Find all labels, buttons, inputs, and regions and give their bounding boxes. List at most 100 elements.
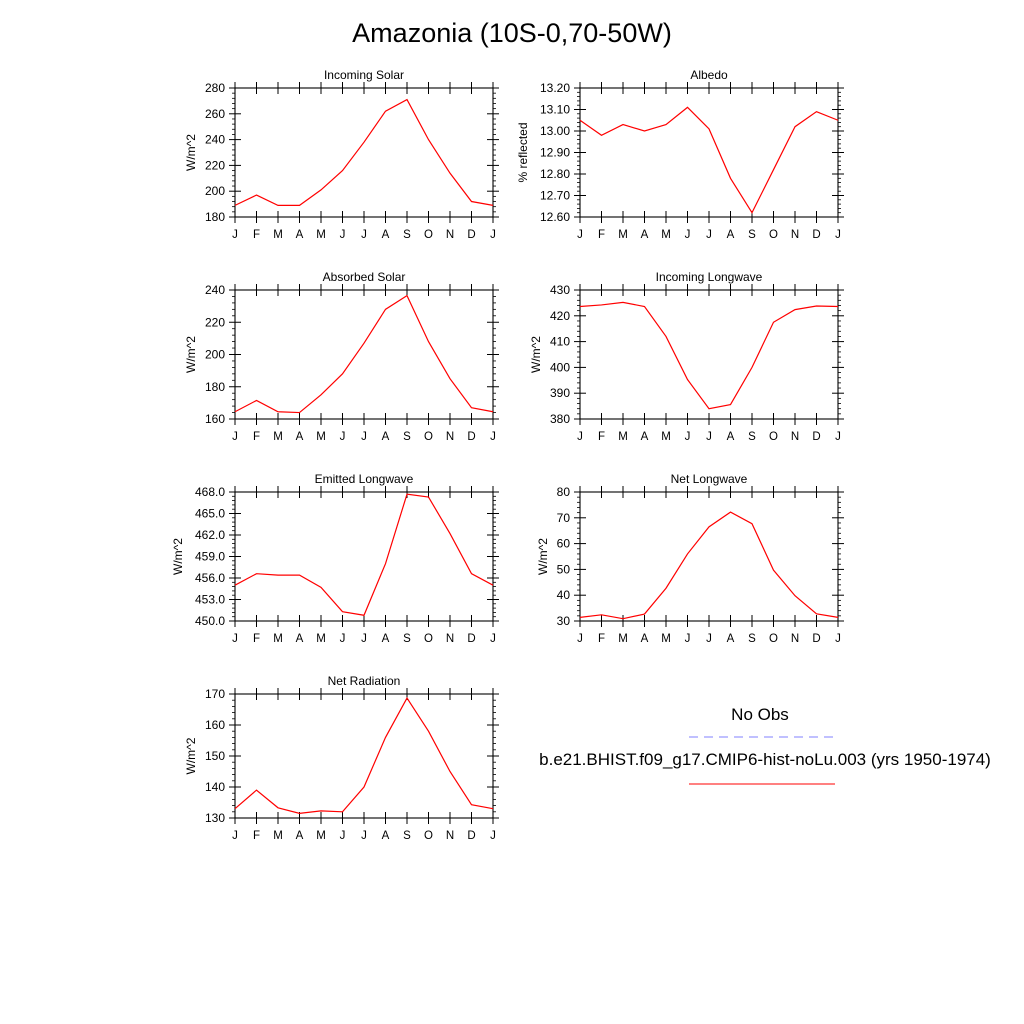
- x-tick-label: M: [661, 431, 671, 443]
- x-tick-label: M: [273, 830, 283, 842]
- x-tick-label: J: [490, 830, 496, 842]
- x-tick-label: J: [340, 431, 346, 443]
- plot-frame: [234, 289, 494, 420]
- x-tick-label: J: [706, 633, 712, 645]
- x-tick-label: F: [598, 229, 605, 241]
- x-tick-label: N: [446, 830, 454, 842]
- series-line: [234, 696, 494, 814]
- x-tick-label: J: [361, 431, 367, 443]
- x-tick-label: M: [316, 633, 326, 645]
- x-tick-label: J: [490, 229, 496, 241]
- x-tick-label: A: [727, 633, 735, 645]
- x-tick-label: F: [598, 633, 605, 645]
- x-tick-label: J: [706, 229, 712, 241]
- x-tick-label: S: [403, 229, 411, 241]
- y-tick-label: 430: [550, 283, 570, 297]
- x-tick-label: S: [403, 830, 411, 842]
- x-tick-label: A: [641, 229, 649, 241]
- x-tick-label: A: [382, 431, 390, 443]
- x-tick-label: M: [618, 431, 628, 443]
- plot-frame: [234, 491, 494, 622]
- chart-title: Net Longwave: [671, 472, 748, 486]
- legend-model-label: b.e21.BHIST.f09_g17.CMIP6-hist-noLu.003 …: [539, 750, 991, 769]
- y-tick-label: 456.0: [195, 571, 225, 585]
- y-tick-label: 30: [557, 614, 571, 628]
- y-tick-label: 220: [205, 158, 225, 172]
- x-tick-label: M: [273, 633, 283, 645]
- y-tick-label: 80: [557, 485, 571, 499]
- x-tick-label: J: [340, 633, 346, 645]
- y-axis-label: W/m^2: [171, 538, 185, 575]
- x-tick-label: M: [618, 229, 628, 241]
- y-tick-label: 462.0: [195, 528, 225, 542]
- x-tick-label: J: [577, 633, 583, 645]
- x-tick-label: J: [340, 830, 346, 842]
- x-tick-label: M: [273, 431, 283, 443]
- y-tick-label: 200: [205, 348, 225, 362]
- x-tick-label: F: [253, 633, 260, 645]
- x-tick-label: N: [446, 229, 454, 241]
- x-tick-label: J: [685, 431, 691, 443]
- x-tick-label: D: [812, 431, 820, 443]
- x-tick-label: S: [748, 229, 756, 241]
- x-tick-label: D: [812, 229, 820, 241]
- x-tick-label: S: [403, 431, 411, 443]
- x-tick-label: F: [253, 830, 260, 842]
- x-tick-label: M: [316, 229, 326, 241]
- x-tick-label: O: [769, 633, 778, 645]
- chart-emitted-longwave: J F M A M J J A S O N D J450.0453.0456.0459.0462.046…: [171, 472, 499, 645]
- chart-title: Albedo: [690, 68, 728, 82]
- y-tick-label: 12.60: [540, 210, 570, 224]
- x-tick-label: A: [382, 229, 390, 241]
- y-tick-label: 140: [205, 780, 225, 794]
- x-tick-label: A: [382, 830, 390, 842]
- y-tick-label: 13.10: [540, 103, 570, 117]
- x-tick-label: J: [835, 633, 841, 645]
- x-tick-label: O: [769, 431, 778, 443]
- chart-title: Net Radiation: [328, 674, 401, 688]
- x-tick-label: A: [727, 229, 735, 241]
- x-tick-label: O: [424, 830, 433, 842]
- x-tick-label: A: [727, 431, 735, 443]
- y-tick-label: 200: [205, 184, 225, 198]
- y-tick-label: 468.0: [195, 485, 225, 499]
- y-axis-label: W/m^2: [184, 336, 198, 373]
- y-tick-label: 220: [205, 315, 225, 329]
- plot-frame: [234, 693, 494, 819]
- x-tick-label: J: [577, 229, 583, 241]
- y-tick-label: 13.20: [540, 81, 570, 95]
- x-tick-label: S: [748, 633, 756, 645]
- x-tick-label: J: [490, 633, 496, 645]
- y-tick-label: 170: [205, 687, 225, 701]
- x-tick-label: A: [296, 830, 304, 842]
- chart-incoming-longwave: J F M A M J J A S O N D J380390400410420430Incoming …: [529, 270, 844, 443]
- x-tick-label: O: [769, 229, 778, 241]
- y-tick-label: 12.90: [540, 146, 570, 160]
- y-tick-label: 13.00: [540, 124, 570, 138]
- x-tick-label: A: [296, 229, 304, 241]
- x-tick-label: J: [835, 431, 841, 443]
- x-tick-label: J: [835, 229, 841, 241]
- chart-title: Incoming Longwave: [656, 270, 763, 284]
- x-tick-label: D: [467, 229, 475, 241]
- x-tick-label: O: [424, 229, 433, 241]
- x-tick-label: A: [382, 633, 390, 645]
- x-tick-label: J: [490, 431, 496, 443]
- x-tick-label: O: [424, 431, 433, 443]
- x-tick-label: M: [661, 229, 671, 241]
- x-tick-label: M: [316, 830, 326, 842]
- x-tick-label: F: [253, 431, 260, 443]
- x-tick-label: N: [791, 431, 799, 443]
- x-tick-label: J: [577, 431, 583, 443]
- series-line: [234, 294, 494, 414]
- y-tick-label: 459.0: [195, 550, 225, 564]
- x-tick-label: J: [361, 229, 367, 241]
- x-tick-label: N: [791, 229, 799, 241]
- x-tick-label: J: [706, 431, 712, 443]
- x-tick-label: A: [641, 633, 649, 645]
- y-axis-label: W/m^2: [184, 737, 198, 774]
- y-tick-label: 240: [205, 133, 225, 147]
- x-tick-label: J: [340, 229, 346, 241]
- chart-title: Absorbed Solar: [323, 270, 406, 284]
